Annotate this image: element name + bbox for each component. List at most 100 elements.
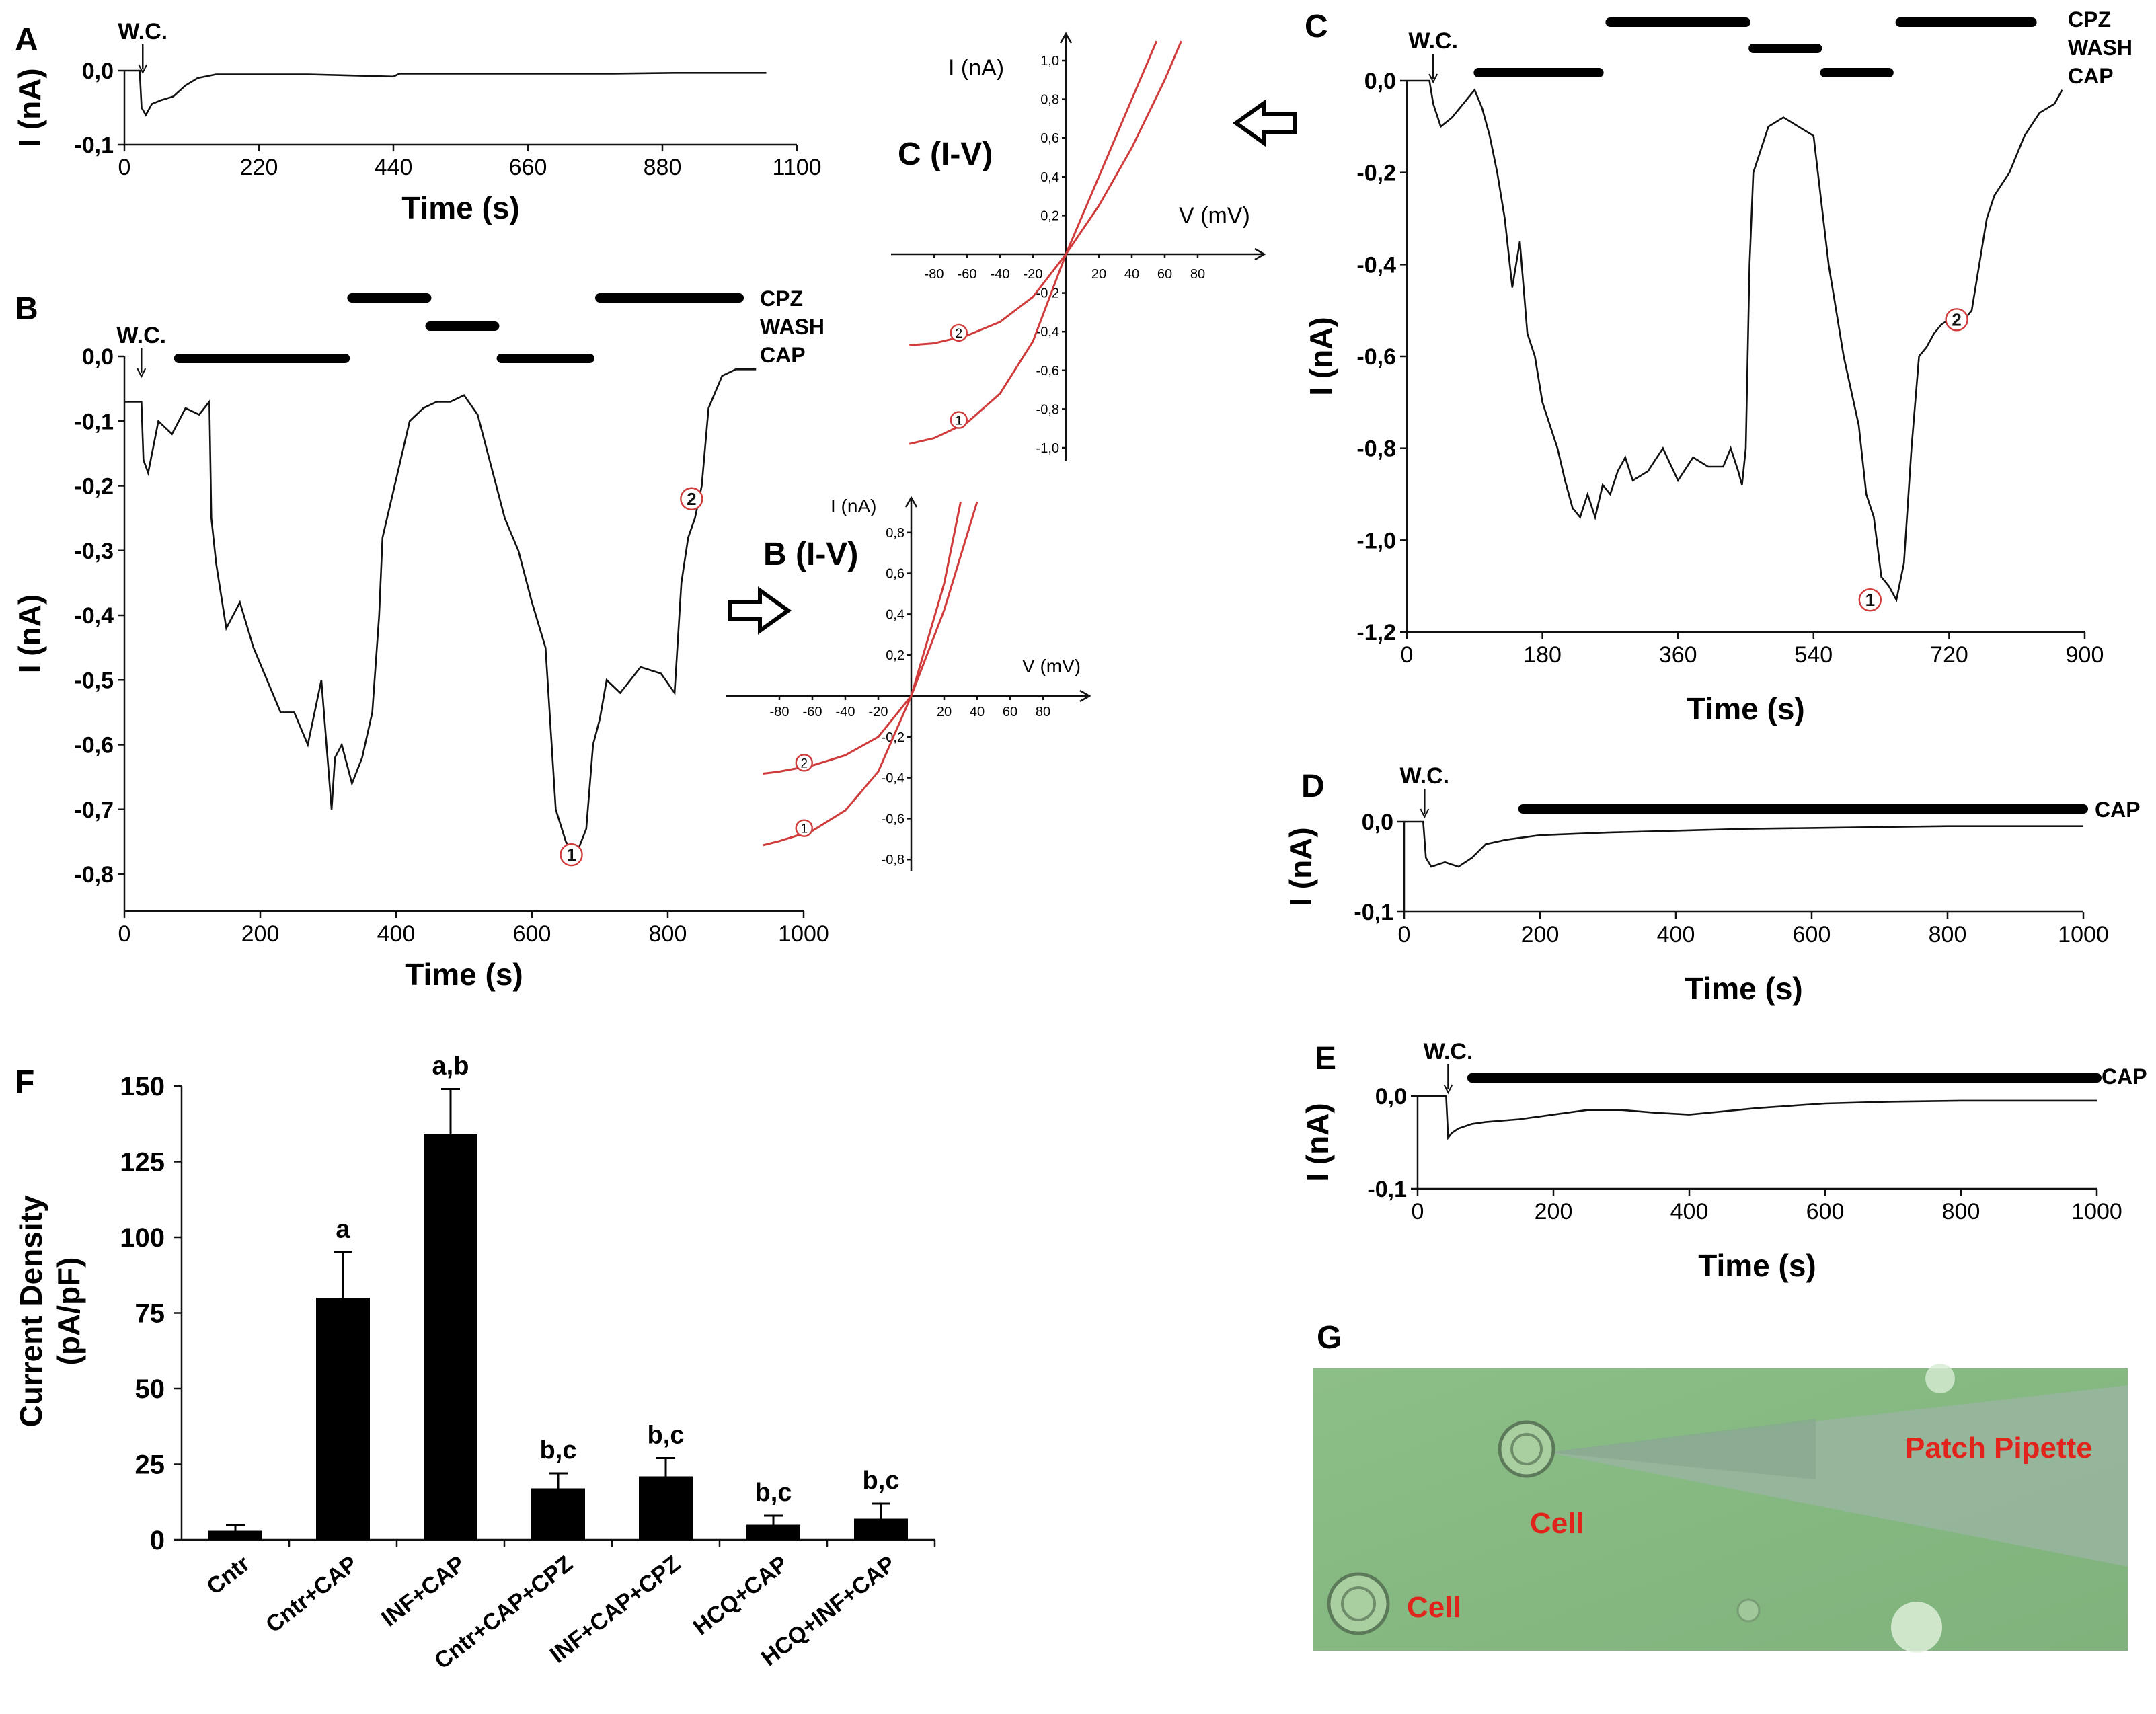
significance-label: b,c — [648, 1421, 685, 1450]
x-tick-label: 880 — [644, 155, 682, 180]
iv-curve-marker-2 — [795, 754, 813, 772]
y-tick-label: -0,7 — [74, 797, 114, 823]
significance-label: a,b — [432, 1052, 469, 1081]
panel-label-d: D — [1301, 769, 1325, 804]
x-tick-label: 220 — [240, 155, 278, 180]
v-tick-label: -20 — [1024, 267, 1043, 282]
x-tick-label: 200 — [1535, 1199, 1573, 1224]
panel-b-iv-chart: B (I-V) -80 -60 -40 -20 20 40 60 80 0,8 0,6 0,4 0,2 -… — [726, 496, 1091, 871]
y-tick-label: 50 — [135, 1374, 165, 1404]
i-tick-label: 0,4 — [1040, 170, 1059, 185]
v-tick-label: 40 — [970, 705, 985, 719]
iv-curve-label-1: 1 — [800, 822, 808, 836]
x-tick-label: 0 — [118, 921, 131, 947]
x-tick-label: 1000 — [2058, 922, 2109, 947]
x-tick-label: 440 — [375, 155, 413, 180]
y-tick-label: -0,1 — [74, 409, 114, 434]
y-axis-label: I (nA) — [12, 594, 47, 674]
y-tick-label: 0 — [150, 1526, 165, 1555]
v-axis-label: V (mV) — [1179, 203, 1250, 229]
panel-label-a: A — [15, 22, 38, 58]
bar-inf-cap-cpz — [639, 1476, 693, 1540]
v-tick-label: -80 — [925, 267, 944, 282]
iv-curve-marker-1 — [950, 411, 968, 429]
iv-curve-marker-2 — [950, 323, 968, 342]
legend-cap: CAP — [760, 343, 806, 367]
micrograph: Cell Cell Patch Pipette — [1313, 1364, 2128, 1653]
x-tick-label: 400 — [377, 921, 416, 947]
i-tick-label: -0,8 — [1036, 402, 1059, 417]
y-axis-label-unit: (pA/pF) — [51, 1257, 86, 1366]
bar-hcq-inf-cap — [854, 1518, 908, 1540]
v-tick-label: -20 — [869, 705, 888, 719]
i-tick-label: 0,2 — [886, 648, 904, 663]
y-tick-label: -0,1 — [1367, 1177, 1407, 1202]
x-tick-label: 200 — [1521, 922, 1560, 947]
bar-hcq-cap — [746, 1524, 800, 1540]
x-axis-label: Time (s) — [1687, 691, 1805, 726]
iv-curve-marker-1 — [795, 819, 813, 837]
v-tick-label: -80 — [770, 705, 790, 719]
panel-label-g: G — [1317, 1320, 1342, 1356]
y-axis-label: I (nA) — [1300, 1103, 1335, 1182]
i-axis-arrowhead-icon — [1059, 32, 1073, 44]
v-axis-arrowhead-icon — [1079, 689, 1091, 703]
wc-marker-label: W.C. — [1424, 1039, 1473, 1064]
y-tick-label: -0,2 — [1356, 161, 1396, 186]
x-tick-label: 660 — [509, 155, 547, 180]
i-tick-label: 0,6 — [886, 567, 904, 582]
x-tick-label: 1000 — [2071, 1199, 2122, 1224]
iv-title: B (I-V) — [763, 537, 858, 572]
y-tick-label: 25 — [135, 1450, 165, 1480]
legend-wash: WASH — [2068, 36, 2132, 60]
x-tick-label: 800 — [649, 921, 687, 947]
v-tick-label: 60 — [1157, 267, 1172, 282]
iv-curve-1 — [763, 501, 962, 847]
x-tick-label: 0 — [1398, 922, 1411, 947]
legend-cpz: CPZ — [2068, 7, 2111, 32]
cell-label-1: Cell — [1530, 1507, 1584, 1540]
v-tick-label: 40 — [1124, 267, 1139, 282]
v-tick-label: -40 — [991, 267, 1010, 282]
y-axis-label: I (nA) — [1283, 827, 1318, 906]
v-tick-label: 80 — [1190, 267, 1205, 282]
x-tick-label: 720 — [1930, 642, 1968, 668]
wc-arrowhead-icon — [138, 64, 148, 75]
significance-label: b,c — [540, 1436, 577, 1465]
legend-wash: WASH — [760, 315, 824, 339]
v-tick-label: 20 — [937, 705, 952, 719]
x-tick-label: 1100 — [772, 155, 821, 180]
wc-marker-label: W.C. — [1408, 28, 1458, 54]
i-tick-label: 0,4 — [886, 607, 904, 622]
y-tick-label: -0,3 — [74, 539, 114, 564]
v-axis-arrowhead-icon — [1254, 247, 1266, 261]
iv-curve-label-2: 2 — [955, 327, 962, 341]
i-tick-label: -1,0 — [1036, 441, 1059, 456]
x-tick-label: 0 — [118, 155, 131, 180]
wc-arrowhead-icon — [137, 368, 147, 379]
bar-cntr-cap — [316, 1298, 370, 1540]
patch-pipette-label: Patch Pipette — [1905, 1432, 2093, 1465]
y-tick-label: -0,1 — [1354, 900, 1393, 925]
panel-label-b: B — [15, 291, 38, 327]
legend-cap: CAP — [2068, 64, 2114, 88]
y-tick-label: 0,0 — [1375, 1084, 1407, 1109]
bar-cntr-cap-cpz — [531, 1488, 585, 1540]
i-tick-label: -0,4 — [882, 771, 904, 786]
panel-f-bar-chart: 0 25 50 75 100 125 150 Cntr a Cntr+CAP a,b INF+CAP b… — [13, 1052, 936, 1674]
y-tick-label: 100 — [120, 1223, 165, 1253]
cell-2-shape — [1327, 1572, 1390, 1635]
wc-arrowhead-icon — [1443, 1084, 1453, 1095]
cell-1-shape — [1498, 1420, 1555, 1478]
point-marker-2 — [1945, 308, 1968, 332]
x-tick-label: 180 — [1523, 642, 1562, 668]
cell-label-2: Cell — [1407, 1591, 1461, 1624]
i-tick-label: -0,8 — [882, 853, 904, 867]
v-axis-label: V (mV) — [1022, 656, 1081, 676]
x-axis-label: Time (s) — [1698, 1248, 1816, 1283]
current-trace — [124, 69, 767, 117]
x-tick-label: HCQ+CAP — [689, 1551, 793, 1640]
y-tick-label: -0,5 — [74, 668, 114, 693]
y-tick-label: 0,0 — [82, 344, 114, 370]
